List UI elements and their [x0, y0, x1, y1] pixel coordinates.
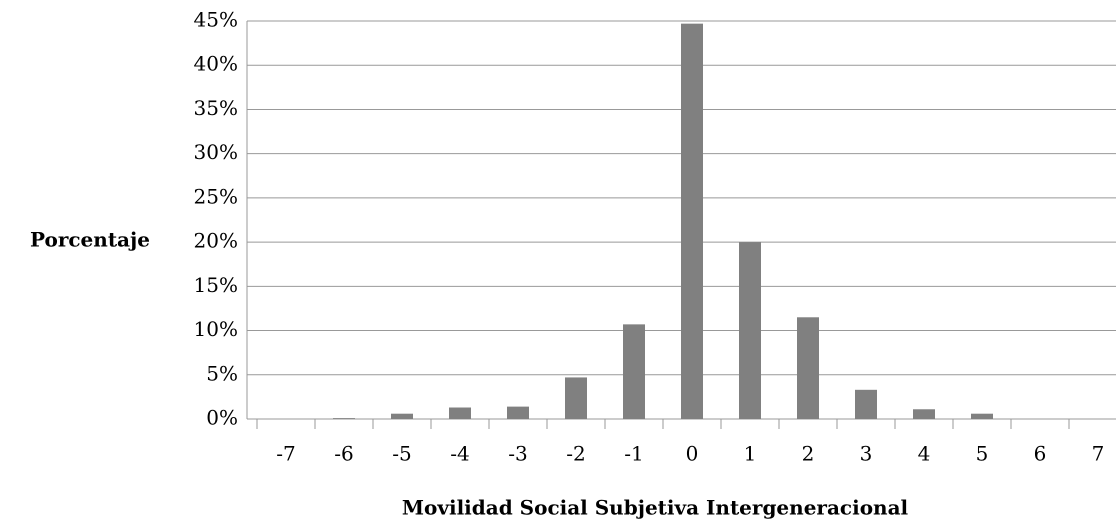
- y-tick-label: 20%: [194, 229, 238, 253]
- bar: [449, 407, 471, 419]
- bar: [565, 377, 587, 419]
- x-tick-label: 1: [744, 442, 757, 466]
- y-tick-label: 5%: [206, 361, 238, 385]
- x-tick-label: -4: [450, 442, 469, 466]
- x-tick-label: -5: [392, 442, 411, 466]
- y-tick-label: 0%: [206, 406, 238, 430]
- x-tick-label: -7: [276, 442, 295, 466]
- x-tick-label: 7: [1092, 442, 1105, 466]
- x-axis-label: Movilidad Social Subjetiva Intergeneraci…: [402, 496, 909, 520]
- x-tick-label: -6: [334, 442, 353, 466]
- bar: [391, 413, 413, 419]
- x-tick-label: 5: [976, 442, 989, 466]
- bar: [971, 413, 993, 419]
- x-tick-label: -2: [566, 442, 585, 466]
- y-axis-label: Porcentaje: [30, 228, 150, 252]
- x-tick-label: 6: [1034, 442, 1047, 466]
- x-tick-label: 0: [686, 442, 699, 466]
- x-tick-label: -1: [624, 442, 643, 466]
- x-tick-label: 4: [918, 442, 931, 466]
- y-tick-label: 15%: [194, 273, 238, 297]
- y-tick-label: 30%: [194, 140, 238, 164]
- y-tick-label: 10%: [194, 317, 238, 341]
- bar: [797, 317, 819, 419]
- bar: [623, 324, 645, 419]
- bar: [913, 409, 935, 419]
- x-tick-label: -3: [508, 442, 527, 466]
- x-tick-label: 3: [860, 442, 873, 466]
- bar: [681, 23, 703, 420]
- y-tick-label: 45%: [194, 8, 238, 32]
- bar: [855, 389, 877, 419]
- y-tick-label: 40%: [194, 52, 238, 76]
- bar: [507, 406, 529, 419]
- x-tick-label: 2: [802, 442, 815, 466]
- y-tick-label: 35%: [194, 96, 238, 120]
- bar: [333, 418, 355, 419]
- y-tick-label: 25%: [194, 184, 238, 208]
- bar: [739, 242, 761, 419]
